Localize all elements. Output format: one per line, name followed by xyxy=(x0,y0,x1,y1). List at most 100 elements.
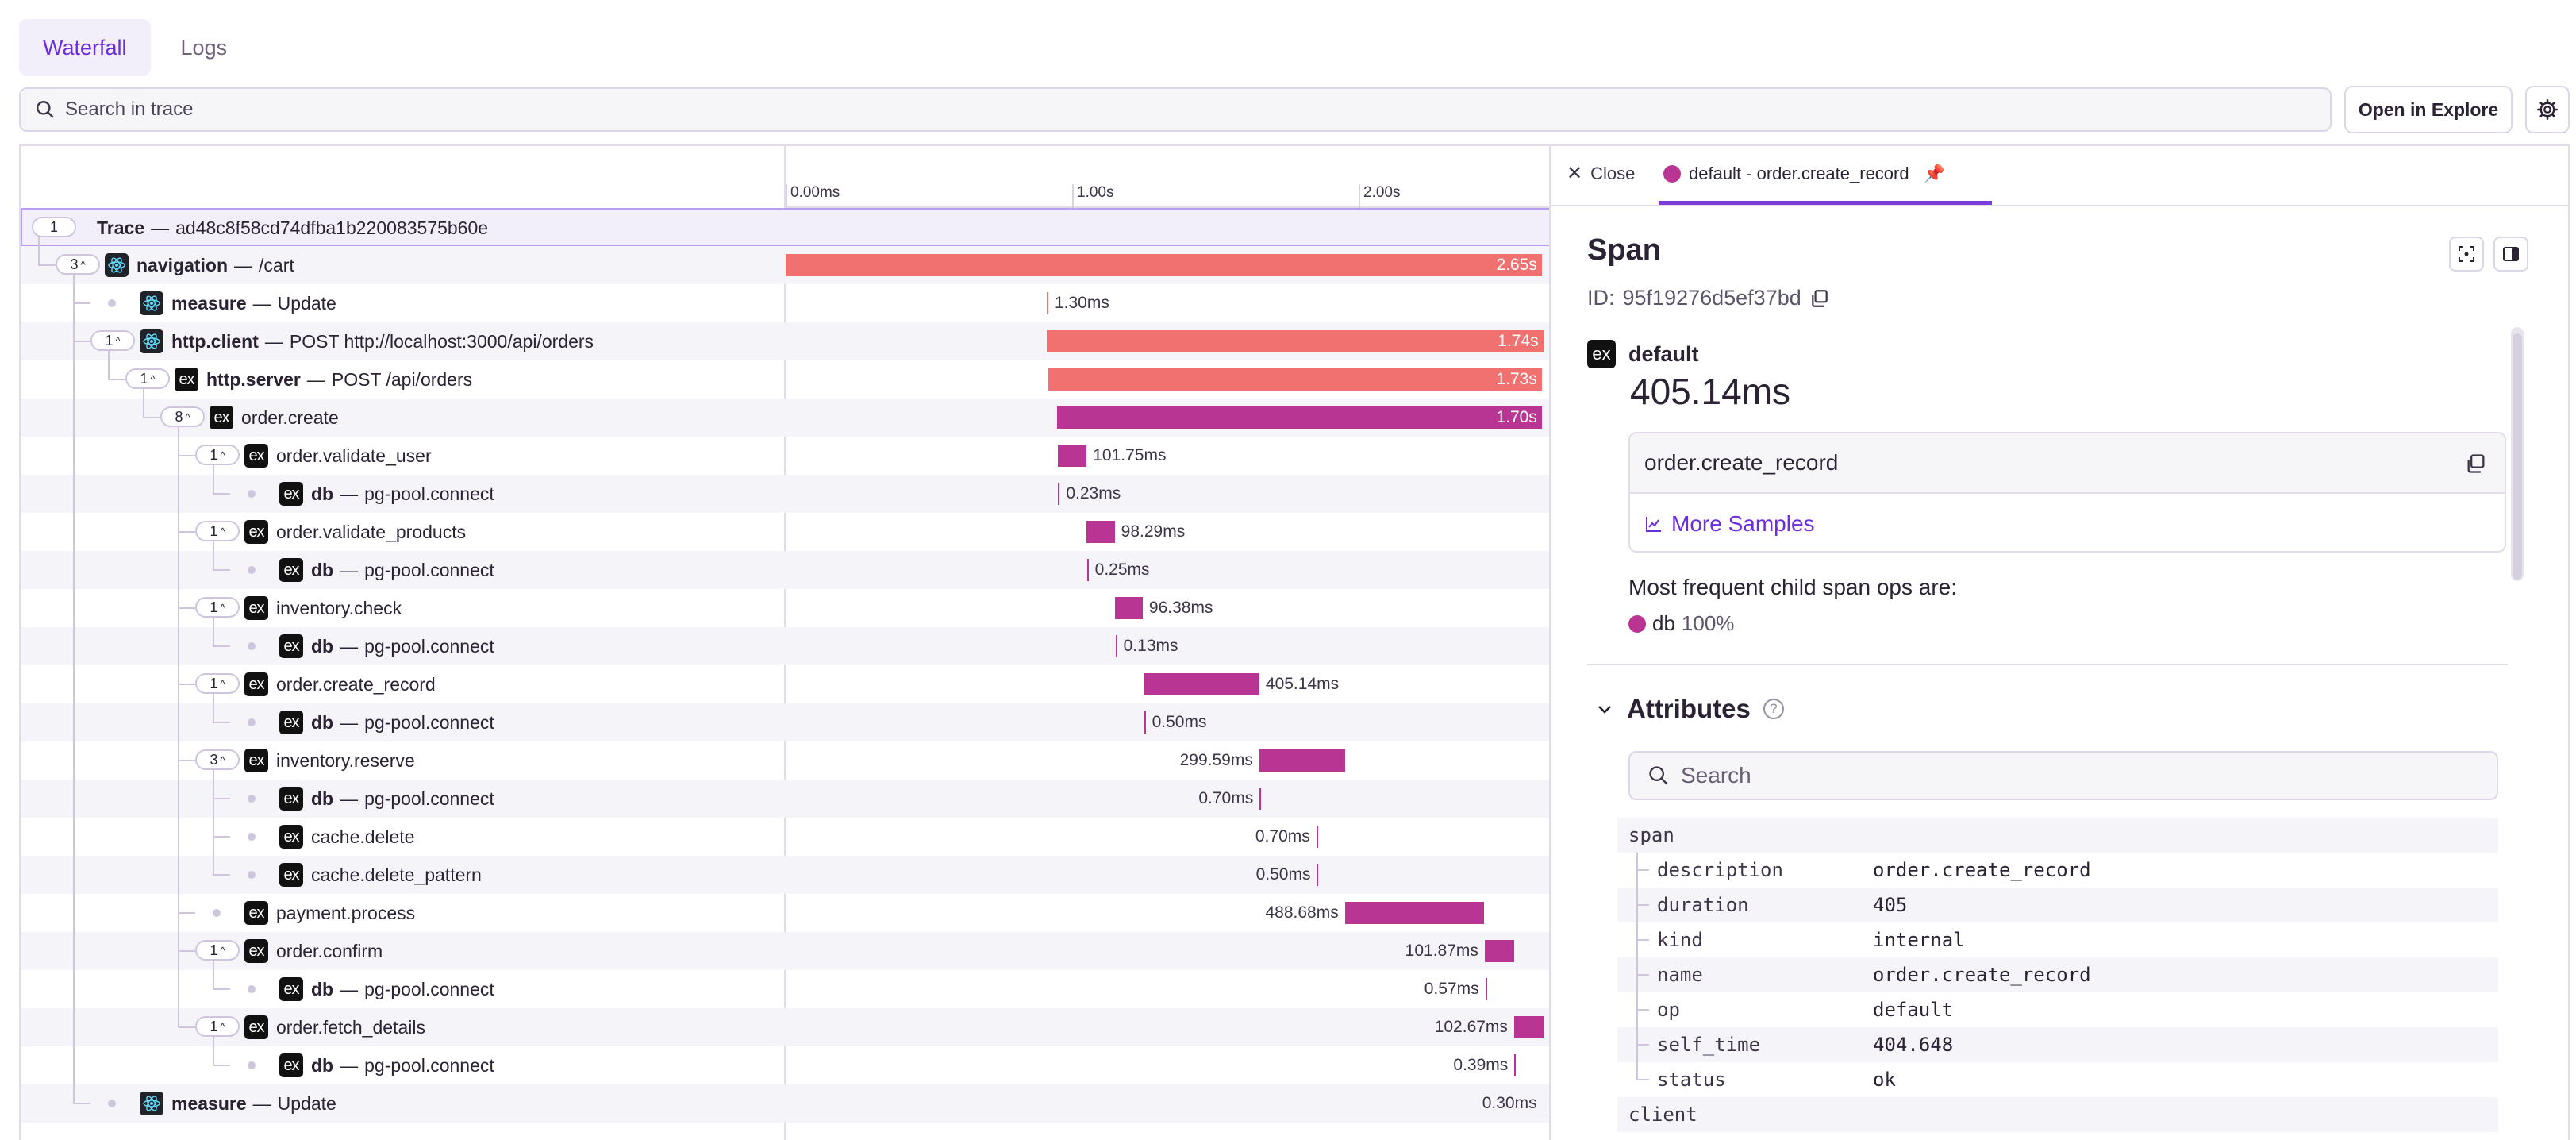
span-row[interactable]: 1 ^ ex http.server — POST /api/orders 1.73s xyxy=(21,360,1549,399)
span-bar[interactable] xyxy=(1344,902,1485,924)
span-row[interactable]: ex db — pg-pool.connect 0.57ms xyxy=(21,970,1549,1008)
span-row[interactable]: 3 ^ ex inventory.reserve 299.59ms xyxy=(21,741,1549,780)
settings-button[interactable] xyxy=(2525,86,2570,133)
span-bar[interactable] xyxy=(786,254,1542,276)
span-bar[interactable] xyxy=(1317,864,1319,886)
attr-row[interactable]: kind internal xyxy=(1617,922,2498,957)
focus-button[interactable] xyxy=(2449,237,2484,272)
attr-row[interactable]: op default xyxy=(1617,992,2498,1027)
children-count[interactable]: 1 ^ xyxy=(125,368,170,389)
dash-separator: — xyxy=(306,369,325,390)
children-count[interactable]: 1 ^ xyxy=(195,445,240,465)
toggle-panel-button[interactable] xyxy=(2493,237,2528,272)
ex-icon: ex xyxy=(279,863,303,887)
tab-waterfall[interactable]: Waterfall xyxy=(19,19,151,76)
span-op-name: default xyxy=(1628,341,1699,366)
span-bar[interactable] xyxy=(1259,788,1262,810)
attributes-header[interactable]: Attributes ? xyxy=(1595,694,1784,724)
attr-row[interactable]: name order.create_record xyxy=(1617,957,2498,992)
chevron-down-icon xyxy=(1598,706,1611,714)
span-row[interactable]: 1 ^ ex order.fetch_details 102.67ms xyxy=(21,1008,1549,1046)
span-row[interactable]: ex payment.process 488.68ms xyxy=(21,894,1549,932)
span-op: db xyxy=(311,636,334,657)
span-bar[interactable] xyxy=(1144,673,1259,695)
children-count[interactable]: 1 ^ xyxy=(195,597,240,618)
children-count-value: 3 xyxy=(210,751,218,768)
attr-row[interactable]: status ok xyxy=(1617,1062,2498,1097)
span-row[interactable]: measure — Update 0.30ms xyxy=(21,1084,1549,1123)
span-row[interactable]: 1 ^ ex order.validate_user 101.75ms xyxy=(21,437,1549,475)
children-count[interactable]: 8 ^ xyxy=(160,406,205,427)
ex-icon: ex xyxy=(175,368,198,391)
span-row[interactable]: ex db — pg-pool.connect 0.50ms xyxy=(21,703,1549,741)
span-bar[interactable] xyxy=(1057,445,1087,467)
tree-guide xyxy=(213,694,214,722)
span-row[interactable]: ex db — pg-pool.connect 0.39ms xyxy=(21,1046,1549,1084)
trace-search-input[interactable] xyxy=(65,98,2287,121)
attr-row[interactable]: duration 405 xyxy=(1617,888,2498,922)
tree-guide xyxy=(73,275,75,1103)
pin-icon[interactable]: 📌 xyxy=(1923,163,1946,183)
children-count[interactable]: 1 ^ xyxy=(90,330,135,351)
trace-search[interactable] xyxy=(19,87,2332,132)
children-count[interactable]: 3 ^ xyxy=(56,254,100,275)
span-bar[interactable] xyxy=(1056,406,1542,429)
copy-icon[interactable] xyxy=(1809,288,1830,309)
tree-node-dot xyxy=(248,566,256,574)
span-bar[interactable] xyxy=(1048,368,1542,391)
detail-scroll-thumb[interactable] xyxy=(2513,333,2522,580)
chart-icon xyxy=(1646,517,1661,532)
span-bar[interactable] xyxy=(1513,1016,1544,1038)
span-row[interactable]: ex db — pg-pool.connect 0.70ms xyxy=(21,780,1549,818)
tab-logs[interactable]: Logs xyxy=(180,35,228,60)
span-duration-label: 488.68ms xyxy=(1265,903,1339,922)
children-count[interactable]: 3 ^ xyxy=(195,749,240,770)
attr-row[interactable]: description order.create_record xyxy=(1617,853,2498,888)
span-bar[interactable] xyxy=(1514,1054,1517,1076)
span-bar[interactable] xyxy=(1144,711,1146,734)
children-count[interactable]: 1 xyxy=(32,217,76,237)
span-row[interactable]: 1 ^ ex order.confirm 101.87ms xyxy=(21,932,1549,970)
span-row[interactable]: ex cache.delete 0.70ms xyxy=(21,818,1549,856)
ex-icon: ex xyxy=(244,596,268,620)
children-count[interactable]: 1 ^ xyxy=(195,673,240,694)
span-bar[interactable] xyxy=(1115,635,1117,657)
span-row[interactable]: ex db — pg-pool.connect 0.25ms xyxy=(21,551,1549,589)
trace-root-row[interactable]: 1 Trace — ad48c8f58cd74dfba1b220083575b60e xyxy=(21,208,1549,246)
tab-span-detail[interactable]: default - order.create_record 📌 xyxy=(1659,146,1992,205)
attribute-search[interactable] xyxy=(1628,751,2498,800)
span-bar[interactable] xyxy=(1086,521,1115,543)
close-button[interactable]: ✕ Close xyxy=(1567,162,1635,185)
tree-node-dot xyxy=(213,909,221,917)
span-bar[interactable] xyxy=(1115,597,1143,619)
span-row[interactable]: ex db — pg-pool.connect 0.13ms xyxy=(21,627,1549,665)
children-count[interactable]: 1 ^ xyxy=(195,940,240,961)
children-count[interactable]: 1 ^ xyxy=(195,1016,240,1037)
span-bar[interactable] xyxy=(1086,559,1089,581)
span-row[interactable]: measure — Update 1.30ms xyxy=(21,284,1549,322)
open-in-explore-button[interactable]: Open in Explore xyxy=(2344,86,2513,133)
attr-row[interactable]: self_time 404.648 xyxy=(1617,1027,2498,1062)
span-row[interactable]: 8 ^ ex order.create 1.70s xyxy=(21,399,1549,437)
attribute-search-input[interactable] xyxy=(1681,763,2474,788)
span-row[interactable]: 3 ^ navigation — /cart 2.65s xyxy=(21,246,1549,284)
trace-label-title: Trace xyxy=(97,218,145,238)
span-bar[interactable] xyxy=(1046,330,1544,352)
span-bar[interactable] xyxy=(1046,292,1048,314)
span-bar[interactable] xyxy=(1316,826,1318,848)
span-row[interactable]: ex db — pg-pool.connect 0.23ms xyxy=(21,475,1549,513)
span-row[interactable]: ex cache.delete_pattern 0.50ms xyxy=(21,856,1549,894)
span-row[interactable]: 1 ^ ex order.create_record 405.14ms xyxy=(21,665,1549,703)
span-bar[interactable] xyxy=(1484,940,1514,962)
span-bar[interactable] xyxy=(1058,483,1060,505)
span-duration-label: 405.14ms xyxy=(1265,675,1340,693)
span-bar[interactable] xyxy=(1485,978,1487,1000)
copy-icon[interactable] xyxy=(2465,453,2487,475)
more-samples-link[interactable]: More Samples xyxy=(1644,511,1815,537)
help-icon[interactable]: ? xyxy=(1763,699,1784,719)
children-count[interactable]: 1 ^ xyxy=(195,521,240,541)
span-row[interactable]: 1 ^ ex inventory.check 96.38ms xyxy=(21,589,1549,627)
span-row[interactable]: 1 ^ ex order.validate_products 98.29ms xyxy=(21,513,1549,551)
span-row[interactable]: 1 ^ http.client — POST http://localhost:3000… xyxy=(21,322,1549,360)
span-bar[interactable] xyxy=(1259,749,1345,772)
